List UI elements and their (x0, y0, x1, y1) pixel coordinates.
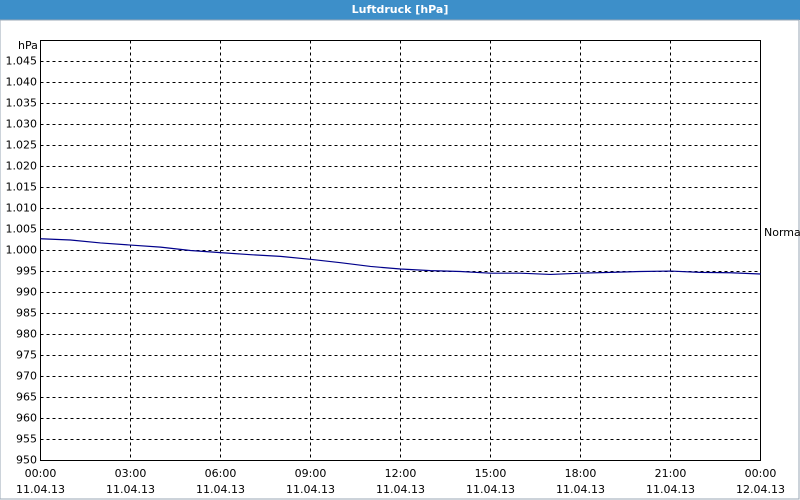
x-tick-date: 11.04.13 (466, 483, 515, 496)
y-tick-label: 975 (16, 349, 37, 362)
y-tick-label: 960 (16, 412, 37, 425)
x-tick-label: 12:00 (385, 467, 417, 480)
y-tick-label: 990 (16, 286, 37, 299)
y-axis-label: hPa (18, 39, 38, 52)
y-tick-label: 1.000 (6, 244, 38, 257)
y-tick-label: 1.020 (6, 160, 38, 173)
x-tick-date: 11.04.13 (646, 483, 695, 496)
x-tick-label: 00:00 (745, 467, 777, 480)
x-tick-date: 11.04.13 (556, 483, 605, 496)
x-tick-date: 11.04.13 (376, 483, 425, 496)
y-tick-label: 1.005 (6, 223, 38, 236)
title-bar: Luftdruck [hPa] (0, 0, 800, 20)
x-tick-date: 11.04.13 (106, 483, 155, 496)
y-tick-label: 1.025 (6, 139, 38, 152)
y-tick-label: 970 (16, 370, 37, 383)
y-tick-label: 955 (16, 433, 37, 446)
x-tick-date: 11.04.13 (16, 483, 65, 496)
y-tick-label: 985 (16, 307, 37, 320)
x-tick-label: 15:00 (475, 467, 507, 480)
y-tick-label: 965 (16, 391, 37, 404)
y-tick-label: 1.015 (6, 181, 38, 194)
x-tick-label: 09:00 (295, 467, 327, 480)
y-tick-label: 1.045 (6, 55, 38, 68)
y-tick-label: 995 (16, 265, 37, 278)
x-tick-date: 11.04.13 (196, 483, 245, 496)
window-border (0, 19, 800, 500)
x-tick-label: 21:00 (655, 467, 687, 480)
data-line (40, 238, 761, 276)
y-tick-label: 980 (16, 328, 37, 341)
annotation: Normal (764, 226, 800, 239)
y-tick-label: 1.035 (6, 97, 38, 110)
x-tick-label: 00:00 (25, 467, 57, 480)
x-tick-label: 18:00 (565, 467, 597, 480)
y-tick-label: 1.040 (6, 76, 38, 89)
x-tick-date: 12.04.13 (736, 483, 785, 496)
x-tick-date: 11.04.13 (286, 483, 335, 496)
y-tick-label: 1.030 (6, 118, 38, 131)
x-tick-label: 03:00 (115, 467, 147, 480)
y-tick-label: 1.010 (6, 202, 38, 215)
x-tick-label: 06:00 (205, 467, 237, 480)
y-tick-label: 950 (16, 454, 37, 467)
